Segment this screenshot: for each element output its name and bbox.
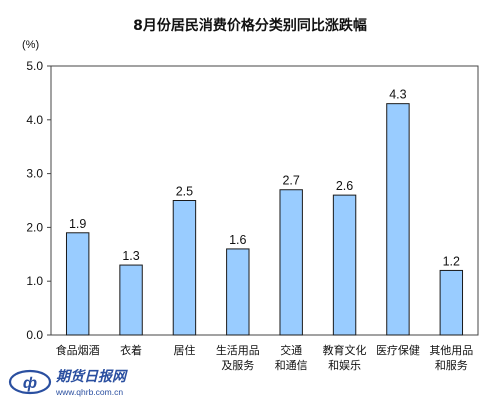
x-tick-label: 教育文化 — [323, 343, 367, 357]
logo-ring-icon — [8, 369, 52, 395]
x-tick-label: 和通信 — [275, 359, 308, 372]
data-label: 1.3 — [122, 249, 139, 263]
bar — [279, 189, 303, 336]
logo-mark-icon: ф — [23, 375, 37, 392]
watermark-logo: ф 期货日报网 www.qhrb.com.cn — [8, 368, 128, 397]
watermark-url: www.qhrb.com.cn — [55, 387, 123, 397]
x-tick-label: 医疗保健 — [376, 343, 420, 357]
y-tick-label: 3.0 — [26, 167, 43, 181]
bar — [439, 269, 464, 336]
data-label: 1.2 — [443, 254, 460, 268]
bar — [386, 103, 410, 336]
data-label: 2.6 — [336, 179, 353, 193]
x-tick-label: 及服务 — [221, 359, 254, 372]
plot-area: 0.0 1.0 2.0 3.0 4.0 5.0 — [26, 59, 479, 342]
x-tick-label: 和服务 — [435, 359, 468, 372]
bar — [65, 232, 90, 336]
data-label: 1.6 — [229, 233, 246, 247]
y-tick-label: 4.0 — [26, 113, 43, 127]
y-tick-label: 0.0 — [26, 328, 43, 342]
x-tick-label: 交通 — [280, 343, 302, 357]
bar — [332, 194, 357, 336]
data-label: 4.3 — [389, 88, 406, 102]
x-tick-label: 居住 — [173, 343, 195, 357]
bar — [172, 200, 197, 336]
data-label: 2.7 — [282, 174, 299, 188]
x-tick-label: 和娱乐 — [328, 358, 361, 372]
x-tick-label: 生活用品 — [216, 343, 260, 357]
bar — [119, 264, 143, 336]
y-tick-label: 2.0 — [26, 220, 43, 234]
watermark-text: 期货日报网 — [55, 368, 128, 385]
data-label: 2.5 — [176, 185, 193, 199]
y-tick-label: 1.0 — [26, 274, 43, 288]
data-label: 1.9 — [69, 217, 86, 231]
chart-title: 8月份居民消费价格分类别同比涨跌幅 — [133, 17, 367, 34]
bars-group — [65, 103, 464, 336]
x-tick-label: 食品烟酒 — [56, 343, 100, 357]
plot-frame — [50, 65, 479, 336]
y-tick-label: 5.0 — [26, 59, 43, 73]
x-tick-label: 衣着 — [120, 343, 142, 357]
bar — [226, 248, 250, 336]
y-unit-label: (%) — [22, 39, 39, 51]
x-tick-label: 其他用品 — [429, 344, 473, 357]
